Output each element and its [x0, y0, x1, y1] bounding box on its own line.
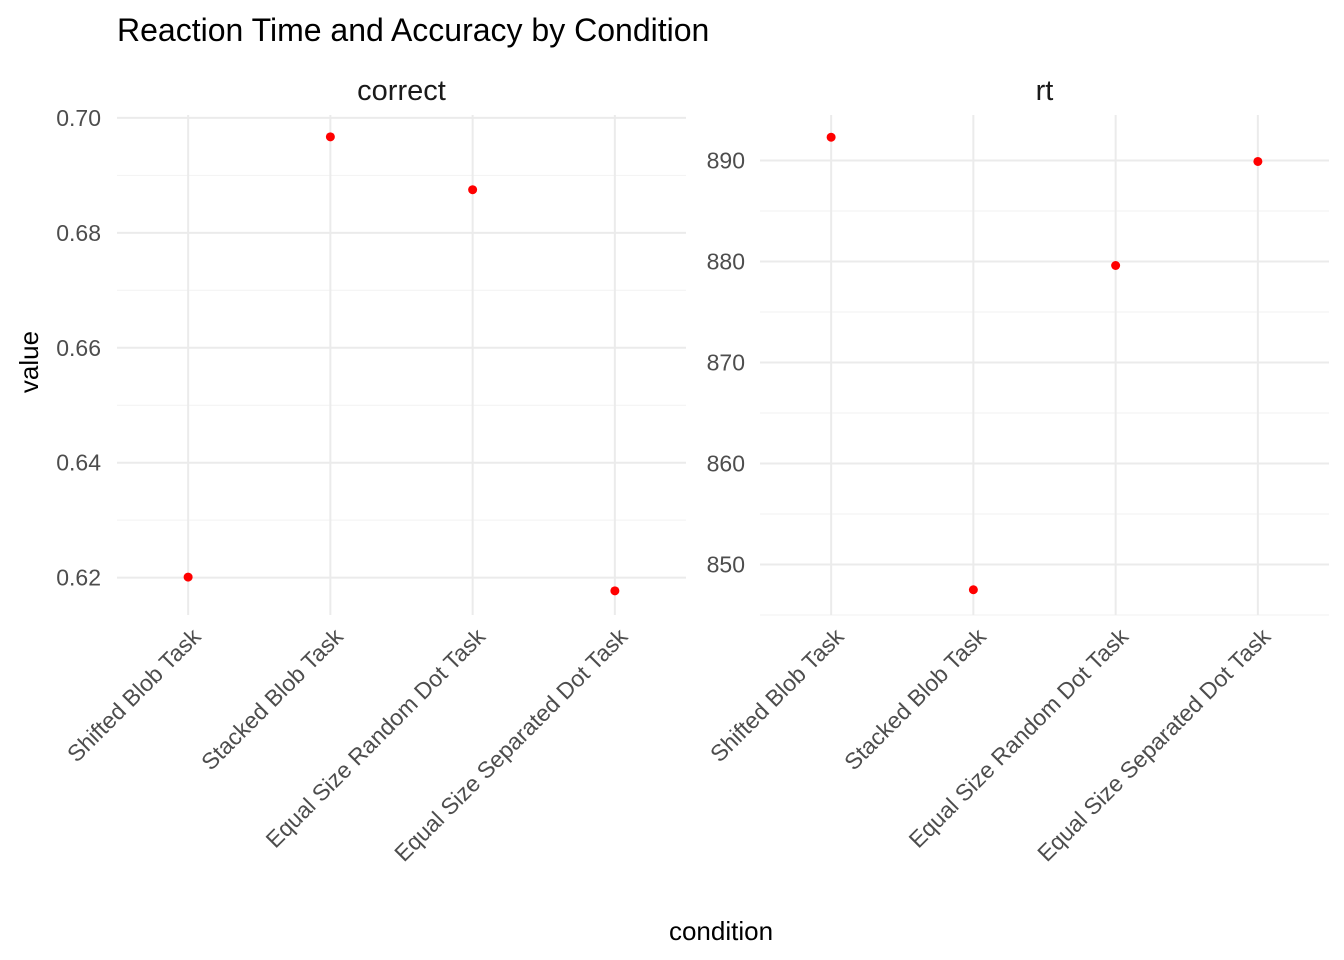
- data-point: [826, 132, 836, 142]
- data-point: [1111, 261, 1121, 271]
- x-tick-label: Equal Size Separated Dot Task: [1032, 623, 1276, 867]
- data-point: [468, 185, 478, 195]
- facet-panels: 0.62 0.64 0.66 0.68 0.70 correct Shifted Blob …: [56, 75, 1329, 866]
- data-point: [183, 572, 193, 582]
- facet-label-correct: correct: [357, 75, 446, 107]
- y-tick-label: 0.70: [56, 105, 101, 131]
- y-tick-label: 0.62: [56, 565, 101, 591]
- x-axis-title: condition: [669, 916, 773, 946]
- facet-panel-correct: 0.62 0.64 0.66 0.68 0.70 correct Shifted Blob …: [56, 75, 686, 866]
- y-tick-label: 880: [707, 248, 745, 274]
- y-tick-label: 850: [707, 551, 745, 577]
- y-tick-label: 860: [707, 450, 745, 476]
- data-point: [968, 585, 978, 595]
- y-tick-label: 0.64: [56, 450, 101, 476]
- y-tick-label: 890: [707, 147, 745, 173]
- x-tick-label: Stacked Blob Task: [196, 623, 348, 775]
- data-point: [325, 132, 335, 142]
- y-tick-label: 870: [707, 349, 745, 375]
- y-tick-label: 0.68: [56, 220, 101, 246]
- data-point: [1253, 156, 1263, 166]
- y-tick-label: 0.66: [56, 335, 101, 361]
- x-tick-label: Stacked Blob Task: [839, 623, 991, 775]
- chart-title: Reaction Time and Accuracy by Condition: [117, 12, 709, 48]
- facet-panel-rt: 850 860 870 880 890 rt Shifted Blob TaskStacke…: [705, 75, 1329, 866]
- x-tick-label: Equal Size Separated Dot Task: [389, 623, 633, 867]
- x-tick-label: Shifted Blob Task: [705, 623, 849, 767]
- data-point: [610, 586, 620, 596]
- x-tick-label: Shifted Blob Task: [62, 623, 206, 767]
- facet-label-rt: rt: [1036, 75, 1054, 107]
- y-axis-title: value: [14, 331, 44, 393]
